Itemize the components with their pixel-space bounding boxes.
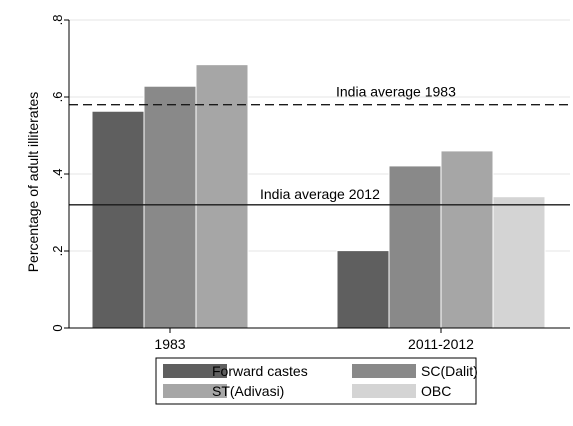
bar [91,110,145,329]
bar [195,64,249,329]
y-tick-label: .2 [50,246,65,257]
x-tick-label: 1983 [154,336,185,352]
x-tick-label: 2011-2012 [408,336,474,352]
legend-swatch [163,384,227,398]
legend-swatch [352,364,416,378]
y-axis-title: Percentage of adult illiterates [25,92,41,273]
legend-swatch [163,364,227,378]
bars [91,64,546,329]
legend-label: SC(Dalit) [421,363,478,379]
bar [492,196,546,329]
axes: 0 .2 .4 .6 .8 1983 2011-2012 [50,15,570,352]
y-tick-label: 0 [50,324,65,331]
reference-line-label: India average 2012 [260,186,380,202]
legend: Forward castes SC(Dalit) ST(Adivasi) OBC [155,357,478,405]
y-tick-label: .6 [50,92,65,103]
legend-label: Forward castes [212,363,308,379]
reference-line-label: India average 1983 [336,84,456,100]
bar [336,250,390,329]
y-tick-label: .4 [50,169,65,180]
bar [143,85,197,329]
legend-label: OBC [421,383,451,399]
y-tick-label: .8 [50,15,65,26]
legend-swatch [352,384,416,398]
bar [388,165,442,329]
legend-label: ST(Adivasi) [212,383,284,399]
bar [440,150,494,329]
reference-lines: India average 1983 India average 2012 [69,84,570,206]
